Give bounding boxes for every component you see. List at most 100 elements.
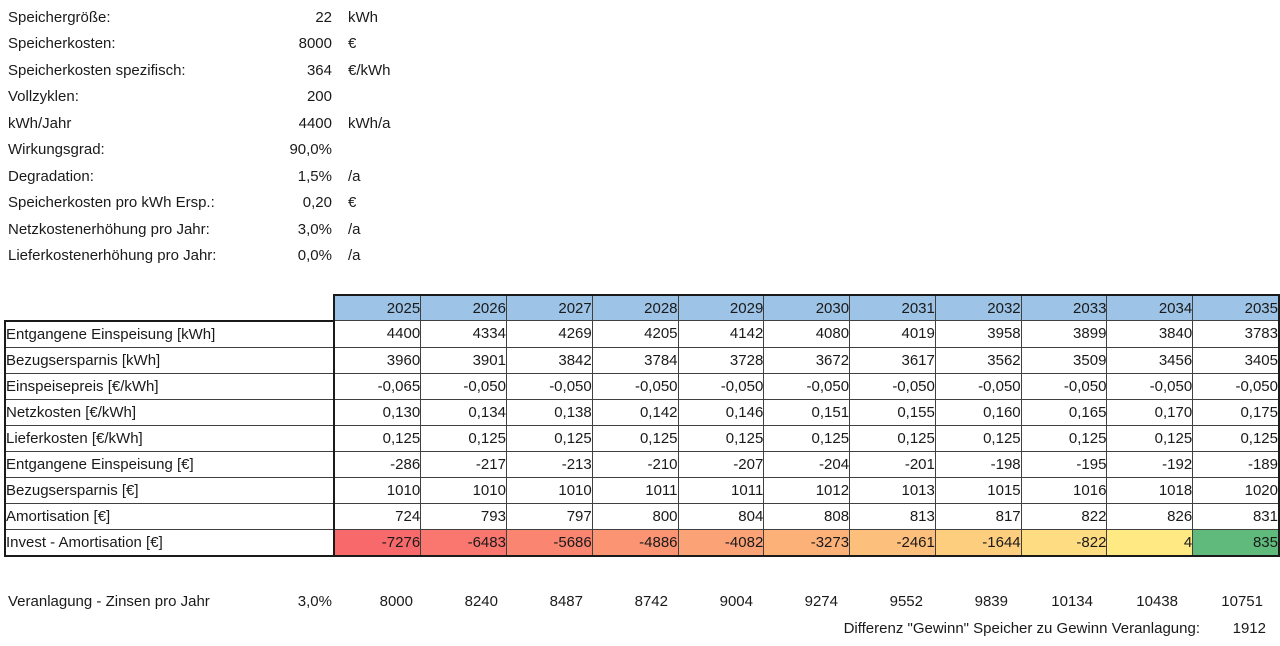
value-cell[interactable]: -210: [591, 450, 679, 478]
value-cell[interactable]: 0,134: [420, 398, 507, 426]
year-header-cell[interactable]: 2032: [934, 294, 1022, 321]
parameter-value[interactable]: 0,20: [302, 194, 332, 212]
value-cell[interactable]: -0,065: [333, 372, 422, 400]
invest-value-cell[interactable]: -5686: [505, 528, 593, 557]
row-label-cell[interactable]: Einspeisepreis [€/kWh]: [3, 372, 336, 400]
parameter-label[interactable]: Degradation:: [8, 167, 94, 185]
value-cell[interactable]: 1018: [1106, 476, 1194, 504]
veranlagung-value-cell[interactable]: 9274: [804, 592, 838, 610]
value-cell[interactable]: 4080: [763, 320, 851, 348]
value-cell[interactable]: 0,170: [1106, 398, 1194, 426]
value-cell[interactable]: -217: [420, 450, 507, 478]
veranlagung-value-cell[interactable]: 9552: [889, 592, 923, 610]
parameter-label[interactable]: Wirkungsgrad:: [8, 141, 105, 159]
parameter-value[interactable]: 200: [306, 88, 332, 106]
value-cell[interactable]: 0,165: [1020, 398, 1108, 426]
veranlagung-value-cell[interactable]: 8000: [379, 592, 413, 610]
value-cell[interactable]: 0,125: [934, 424, 1022, 452]
year-header-cell[interactable]: 2027: [505, 294, 593, 321]
value-cell[interactable]: 724: [333, 502, 422, 530]
year-header-cell[interactable]: 2025: [333, 294, 422, 321]
value-cell[interactable]: 1013: [849, 476, 936, 504]
invest-value-cell[interactable]: -4886: [591, 528, 679, 557]
value-cell[interactable]: 1015: [934, 476, 1022, 504]
year-header-cell[interactable]: 2029: [677, 294, 765, 321]
value-cell[interactable]: 3958: [934, 320, 1022, 348]
value-cell[interactable]: 3840: [1106, 320, 1194, 348]
parameter-unit[interactable]: /a: [348, 167, 361, 185]
veranlagung-value-cell[interactable]: 9004: [719, 592, 753, 610]
parameter-label[interactable]: Netzkostenerhöhung pro Jahr:: [8, 220, 210, 238]
value-cell[interactable]: 0,125: [1020, 424, 1108, 452]
differenz-label[interactable]: Differenz "Gewinn" Speicher zu Gewinn Ve…: [843, 619, 1200, 637]
value-cell[interactable]: 0,125: [420, 424, 507, 452]
parameter-label[interactable]: Lieferkostenerhöhung pro Jahr:: [8, 247, 217, 265]
value-cell[interactable]: 0,146: [677, 398, 765, 426]
value-cell[interactable]: 1012: [763, 476, 851, 504]
parameter-value[interactable]: 90,0%: [289, 141, 332, 159]
invest-value-cell[interactable]: -1644: [934, 528, 1022, 557]
year-header-cell[interactable]: 2031: [849, 294, 936, 321]
value-cell[interactable]: 804: [677, 502, 765, 530]
value-cell[interactable]: -192: [1106, 450, 1194, 478]
parameter-unit[interactable]: €/kWh: [348, 61, 391, 79]
value-cell[interactable]: 0,125: [333, 424, 422, 452]
parameter-label[interactable]: Speicherkosten pro kWh Ersp.:: [8, 194, 215, 212]
row-label-cell[interactable]: Netzkosten [€/kWh]: [3, 398, 336, 426]
value-cell[interactable]: 3672: [763, 346, 851, 374]
value-cell[interactable]: 1010: [420, 476, 507, 504]
row-label-cell[interactable]: Amortisation [€]: [3, 502, 336, 530]
value-cell[interactable]: 0,125: [677, 424, 765, 452]
value-cell[interactable]: 4205: [591, 320, 679, 348]
value-cell[interactable]: 793: [420, 502, 507, 530]
parameter-value[interactable]: 1,5%: [297, 167, 332, 185]
invest-value-cell[interactable]: -7276: [333, 528, 422, 557]
value-cell[interactable]: 3960: [333, 346, 422, 374]
value-cell[interactable]: -0,050: [591, 372, 679, 400]
value-cell[interactable]: 3783: [1192, 320, 1280, 348]
value-cell[interactable]: 1020: [1192, 476, 1280, 504]
value-cell[interactable]: 1011: [591, 476, 679, 504]
year-header-cell[interactable]: 2028: [591, 294, 679, 321]
value-cell[interactable]: 4269: [505, 320, 593, 348]
parameter-unit[interactable]: kWh/a: [348, 114, 391, 132]
parameter-label[interactable]: Speicherkosten spezifisch:: [8, 61, 186, 79]
parameter-value[interactable]: 0,0%: [297, 247, 332, 265]
value-cell[interactable]: 0,125: [1106, 424, 1194, 452]
year-header-cell[interactable]: 2034: [1106, 294, 1194, 321]
value-cell[interactable]: -204: [763, 450, 851, 478]
value-cell[interactable]: 0,138: [505, 398, 593, 426]
parameter-value[interactable]: 364: [306, 61, 332, 79]
year-header-cell[interactable]: 2026: [420, 294, 507, 321]
value-cell[interactable]: 4019: [849, 320, 936, 348]
value-cell[interactable]: 0,155: [849, 398, 936, 426]
row-label-cell[interactable]: Entgangene Einspeisung [kWh]: [3, 319, 336, 348]
value-cell[interactable]: 3617: [849, 346, 936, 374]
value-cell[interactable]: 0,142: [591, 398, 679, 426]
value-cell[interactable]: -213: [505, 450, 593, 478]
veranlagung-value-cell[interactable]: 8240: [464, 592, 498, 610]
value-cell[interactable]: -0,050: [1192, 372, 1280, 400]
veranlagung-value-cell[interactable]: 10438: [1136, 592, 1178, 610]
invest-value-cell[interactable]: -2461: [849, 528, 936, 557]
veranlagung-value-cell[interactable]: 8487: [549, 592, 583, 610]
veranlagung-rate[interactable]: 3,0%: [297, 592, 332, 610]
veranlagung-value-cell[interactable]: 9839: [974, 592, 1008, 610]
veranlagung-label[interactable]: Veranlagung - Zinsen pro Jahr: [8, 592, 210, 610]
value-cell[interactable]: -0,050: [420, 372, 507, 400]
invest-value-cell[interactable]: 4: [1106, 528, 1194, 557]
year-header-cell[interactable]: 2033: [1020, 294, 1108, 321]
value-cell[interactable]: 3842: [505, 346, 593, 374]
value-cell[interactable]: 1010: [505, 476, 593, 504]
value-cell[interactable]: -0,050: [505, 372, 593, 400]
value-cell[interactable]: 808: [763, 502, 851, 530]
value-cell[interactable]: 0,160: [934, 398, 1022, 426]
value-cell[interactable]: 3509: [1020, 346, 1108, 374]
value-cell[interactable]: 797: [505, 502, 593, 530]
value-cell[interactable]: 1011: [677, 476, 765, 504]
value-cell[interactable]: 0,130: [333, 398, 422, 426]
value-cell[interactable]: 3728: [677, 346, 765, 374]
value-cell[interactable]: 0,125: [849, 424, 936, 452]
value-cell[interactable]: 0,125: [505, 424, 593, 452]
parameter-value[interactable]: 8000: [298, 35, 332, 53]
